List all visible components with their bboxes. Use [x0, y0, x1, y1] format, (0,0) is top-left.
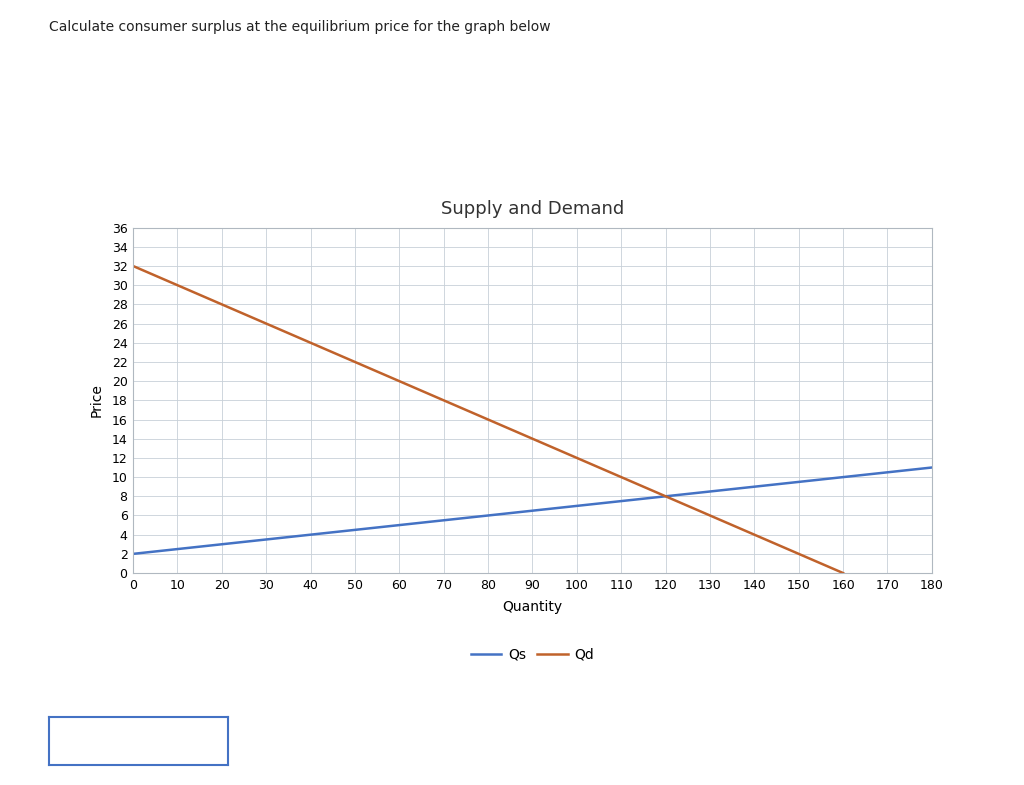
Title: Supply and Demand: Supply and Demand — [441, 199, 624, 217]
Legend: Qs, Qd: Qs, Qd — [465, 642, 600, 667]
Y-axis label: Price: Price — [89, 383, 103, 418]
X-axis label: Quantity: Quantity — [503, 600, 562, 614]
Text: Calculate consumer surplus at the equilibrium price for the graph below: Calculate consumer surplus at the equili… — [49, 20, 551, 34]
